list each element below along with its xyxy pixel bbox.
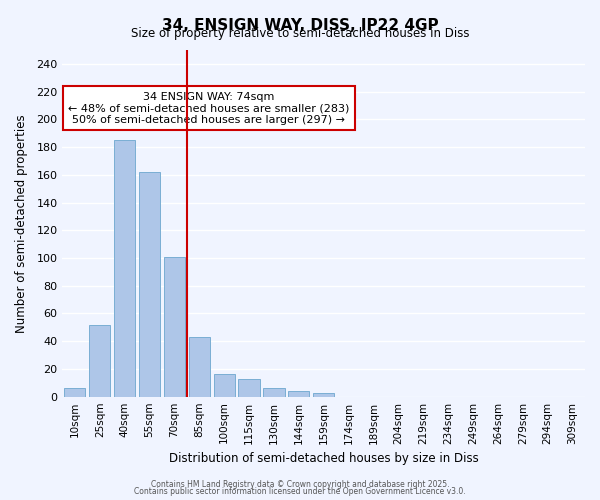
Bar — [64, 388, 85, 396]
Bar — [139, 172, 160, 396]
Bar — [238, 378, 260, 396]
Text: Contains public sector information licensed under the Open Government Licence v3: Contains public sector information licen… — [134, 487, 466, 496]
Text: Size of property relative to semi-detached houses in Diss: Size of property relative to semi-detach… — [131, 28, 469, 40]
Text: 34 ENSIGN WAY: 74sqm
← 48% of semi-detached houses are smaller (283)
50% of semi: 34 ENSIGN WAY: 74sqm ← 48% of semi-detac… — [68, 92, 349, 125]
Bar — [89, 324, 110, 396]
Bar — [313, 392, 334, 396]
Text: Contains HM Land Registry data © Crown copyright and database right 2025.: Contains HM Land Registry data © Crown c… — [151, 480, 449, 489]
Bar — [288, 391, 310, 396]
Text: 34, ENSIGN WAY, DISS, IP22 4GP: 34, ENSIGN WAY, DISS, IP22 4GP — [161, 18, 439, 32]
Y-axis label: Number of semi-detached properties: Number of semi-detached properties — [15, 114, 28, 332]
Bar — [214, 374, 235, 396]
Bar — [263, 388, 284, 396]
X-axis label: Distribution of semi-detached houses by size in Diss: Distribution of semi-detached houses by … — [169, 452, 479, 465]
Bar — [164, 256, 185, 396]
Bar — [189, 337, 210, 396]
Bar — [114, 140, 135, 396]
